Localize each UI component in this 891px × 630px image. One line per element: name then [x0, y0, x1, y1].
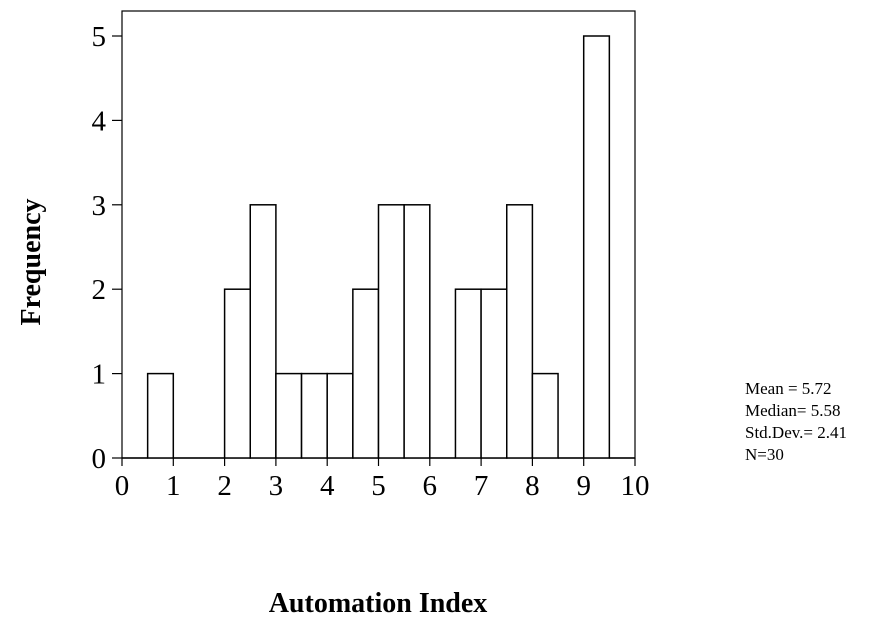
x-tick-label-5: 5: [371, 470, 386, 502]
histogram-bar-6: [275, 372, 303, 459]
histogram-bar-16: [531, 372, 559, 459]
histogram-bar-1: [146, 372, 175, 459]
stat-std-dev: Std.Dev.= 2.41: [745, 423, 847, 442]
x-tick-label-8: 8: [525, 470, 540, 502]
histogram-bar-14: [480, 288, 508, 459]
y-axis-title: Frequency: [16, 198, 47, 325]
histogram-bar-18: [582, 35, 611, 459]
y-tick-label-3: 3: [92, 190, 107, 222]
x-tick-label-2: 2: [217, 470, 232, 502]
y-axis: 0 1 2 3 4 5: [92, 21, 122, 475]
y-tick-label-2: 2: [92, 274, 107, 306]
x-tick-label-6: 6: [423, 470, 438, 502]
histogram-bar-15: [506, 204, 534, 459]
x-axis: 0 1 2 3 4 5 6 7 8 9 10: [115, 458, 650, 502]
histogram-bar-10: [377, 204, 405, 459]
histogram-bar-11: [403, 204, 431, 459]
stat-n: N=30: [745, 445, 784, 464]
y-tick-label-0: 0: [92, 443, 107, 475]
x-tick-label-4: 4: [320, 470, 335, 502]
y-tick-label-5: 5: [92, 21, 107, 53]
x-tick-label-10: 10: [621, 470, 650, 502]
y-tick-label-1: 1: [92, 359, 107, 391]
x-tick-label-9: 9: [576, 470, 591, 502]
histogram-bar-4: [223, 288, 252, 459]
stat-median: Median= 5.58: [745, 401, 841, 420]
histogram-bar-8: [326, 372, 354, 459]
histogram-bar-13: [454, 288, 482, 459]
histogram-bar-9: [352, 288, 380, 459]
x-tick-label-7: 7: [474, 470, 489, 502]
x-tick-label-3: 3: [269, 470, 284, 502]
x-tick-label-0: 0: [115, 470, 130, 502]
x-tick-label-1: 1: [166, 470, 181, 502]
y-tick-label-4: 4: [92, 105, 107, 137]
x-axis-title: Automation Index: [269, 588, 488, 619]
summary-stats: Mean = 5.72 Median= 5.58 Std.Dev.= 2.41 …: [745, 378, 847, 466]
stat-mean: Mean = 5.72: [745, 379, 832, 398]
histogram-bar-7: [300, 372, 328, 459]
histogram-bar-5: [249, 204, 277, 459]
bars-group: [122, 35, 635, 459]
